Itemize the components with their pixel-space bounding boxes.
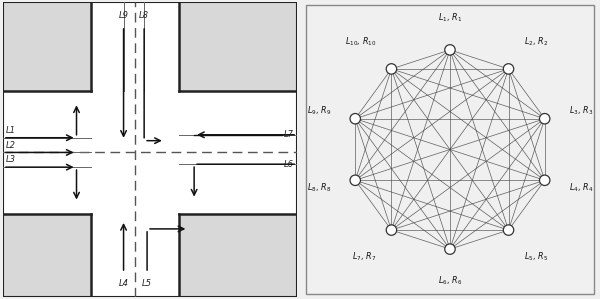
Text: $L_{10},\,R_{10}$: $L_{10},\,R_{10}$ — [345, 36, 376, 48]
Bar — [3, 2, 91, 91]
Text: $L_{5},\,R_{5}$: $L_{5},\,R_{5}$ — [524, 251, 548, 263]
Text: $L_{2},\,R_{2}$: $L_{2},\,R_{2}$ — [524, 36, 548, 48]
Bar — [3, 91, 297, 214]
Text: $L_{6},\,R_{6}$: $L_{6},\,R_{6}$ — [438, 275, 462, 287]
Text: L5: L5 — [142, 279, 152, 288]
Text: $L_{7},\,R_{7}$: $L_{7},\,R_{7}$ — [352, 251, 376, 263]
Circle shape — [503, 64, 514, 74]
Bar — [179, 214, 297, 297]
Text: L6: L6 — [284, 160, 294, 169]
Circle shape — [539, 175, 550, 185]
Text: $L_{1},\,R_{1}$: $L_{1},\,R_{1}$ — [438, 12, 462, 24]
Bar — [91, 2, 179, 297]
Text: L3: L3 — [6, 155, 16, 164]
Circle shape — [503, 225, 514, 235]
Text: L2: L2 — [6, 141, 16, 150]
Circle shape — [350, 175, 361, 185]
Text: L9: L9 — [119, 11, 128, 20]
Bar — [3, 214, 91, 297]
Circle shape — [445, 244, 455, 254]
Text: L1: L1 — [6, 126, 16, 135]
Circle shape — [350, 114, 361, 124]
Circle shape — [386, 64, 397, 74]
Text: $L_{4},\,R_{4}$: $L_{4},\,R_{4}$ — [569, 182, 593, 194]
Text: L7: L7 — [284, 130, 294, 139]
Circle shape — [445, 45, 455, 55]
Text: $L_{9},\,R_{9}$: $L_{9},\,R_{9}$ — [307, 105, 331, 117]
Text: L4: L4 — [119, 279, 128, 288]
Circle shape — [539, 114, 550, 124]
Bar — [179, 2, 297, 91]
Circle shape — [386, 225, 397, 235]
Text: L8: L8 — [139, 11, 149, 20]
Text: $L_{8},\,R_{8}$: $L_{8},\,R_{8}$ — [307, 182, 331, 194]
Text: $L_{3},\,R_{3}$: $L_{3},\,R_{3}$ — [569, 105, 593, 117]
